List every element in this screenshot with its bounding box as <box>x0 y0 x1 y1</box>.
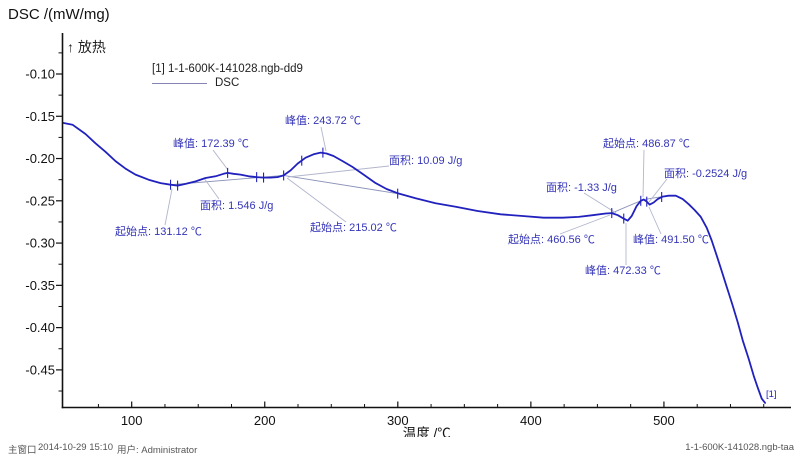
x-tick-label: 500 <box>653 413 675 428</box>
x-tick-label: 200 <box>254 413 276 428</box>
y-tick-label: -0.40 <box>25 320 55 335</box>
y-tick-label: -0.10 <box>25 67 55 82</box>
legend-series-label: DSC <box>215 77 240 89</box>
annotation-connector <box>164 188 173 226</box>
x-tick-label: 100 <box>121 413 143 428</box>
annotation-connector <box>648 206 662 235</box>
annotation-connector <box>559 214 611 235</box>
y-tick-label: -0.35 <box>25 278 55 293</box>
exo-direction-label: ↑ 放热 <box>67 39 106 55</box>
curve-end-label: [1] <box>766 389 777 400</box>
annotation-text: 峰值: 172.39 ℃ <box>173 137 249 150</box>
annotation-connector <box>642 149 645 198</box>
y-tick-label: -0.30 <box>25 236 55 251</box>
annotation-text: 峰值: 491.50 ℃ <box>633 233 709 246</box>
annotation-connector <box>320 126 327 152</box>
y-tick-label: -0.45 <box>25 362 55 377</box>
y-tick-label: -0.20 <box>25 151 55 166</box>
integration-baseline <box>283 175 398 195</box>
annotation-text: 面积: -1.33 J/g <box>546 181 617 194</box>
status-user: 用户: Administrator <box>117 445 198 456</box>
annotation-connector <box>583 192 617 214</box>
dsc-curve <box>62 122 766 404</box>
annotation-connector <box>212 149 229 171</box>
annotation-text: 峰值: 472.33 ℃ <box>585 264 661 277</box>
x-tick-label: 300 <box>387 413 409 428</box>
y-tick-label: -0.25 <box>25 193 55 208</box>
integration-baseline <box>611 199 644 214</box>
legend-line-swatch <box>152 82 207 84</box>
status-window-label: 主窗口 <box>8 445 37 456</box>
annotation-text: 面积: 1.546 J/g <box>200 199 273 212</box>
annotation-text: 起始点: 460.56 ℃ <box>508 232 595 246</box>
x-axis-title: 温度 /℃ <box>403 426 451 437</box>
annotation-text: 峰值: 243.72 ℃ <box>285 114 361 127</box>
annotation-text: 面积: 10.09 J/g <box>389 154 462 167</box>
annotation-connector <box>648 178 668 203</box>
status-bar: 主窗口 2014-10-29 15:10 用户: Administrator 1… <box>0 437 800 456</box>
annotation-connector <box>287 165 390 178</box>
annotation-connector <box>203 177 220 200</box>
annotation-text: 起始点: 131.12 ℃ <box>115 224 202 238</box>
status-datetime: 2014-10-29 15:10 <box>38 442 114 453</box>
status-filename: 1-1-600K-141028.ngb-taa <box>685 442 794 453</box>
annotation-text: 面积: -0.2524 J/g <box>664 167 747 180</box>
annotation-text: 起始点: 215.02 ℃ <box>310 220 397 234</box>
y-axis-title: DSC /(mW/mg) <box>8 6 110 23</box>
legend: [1] 1-1-600K-141028.ngb-dd9 DSC <box>152 63 303 89</box>
y-tick-label: -0.15 <box>25 109 55 124</box>
annotation-connector <box>286 177 347 223</box>
annotation-text: 起始点: 486.87 ℃ <box>603 136 690 150</box>
legend-series-id: [1] 1-1-600K-141028.ngb-dd9 <box>152 63 303 75</box>
plot-area[interactable]: 100 200 300 400 500 -0.10 -0.15 -0.20 -0.25 -0.30… <box>0 0 800 437</box>
x-tick-label: 400 <box>520 413 542 428</box>
